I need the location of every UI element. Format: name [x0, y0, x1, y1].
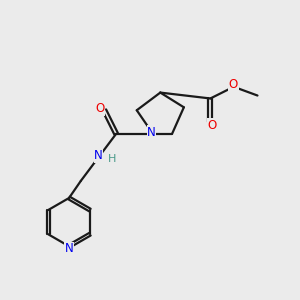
Text: O: O [229, 78, 238, 91]
Text: O: O [95, 102, 105, 115]
Text: N: N [147, 126, 156, 139]
Text: O: O [207, 119, 217, 132]
Text: N: N [94, 149, 103, 162]
Text: N: N [65, 242, 74, 255]
Text: H: H [107, 154, 116, 164]
